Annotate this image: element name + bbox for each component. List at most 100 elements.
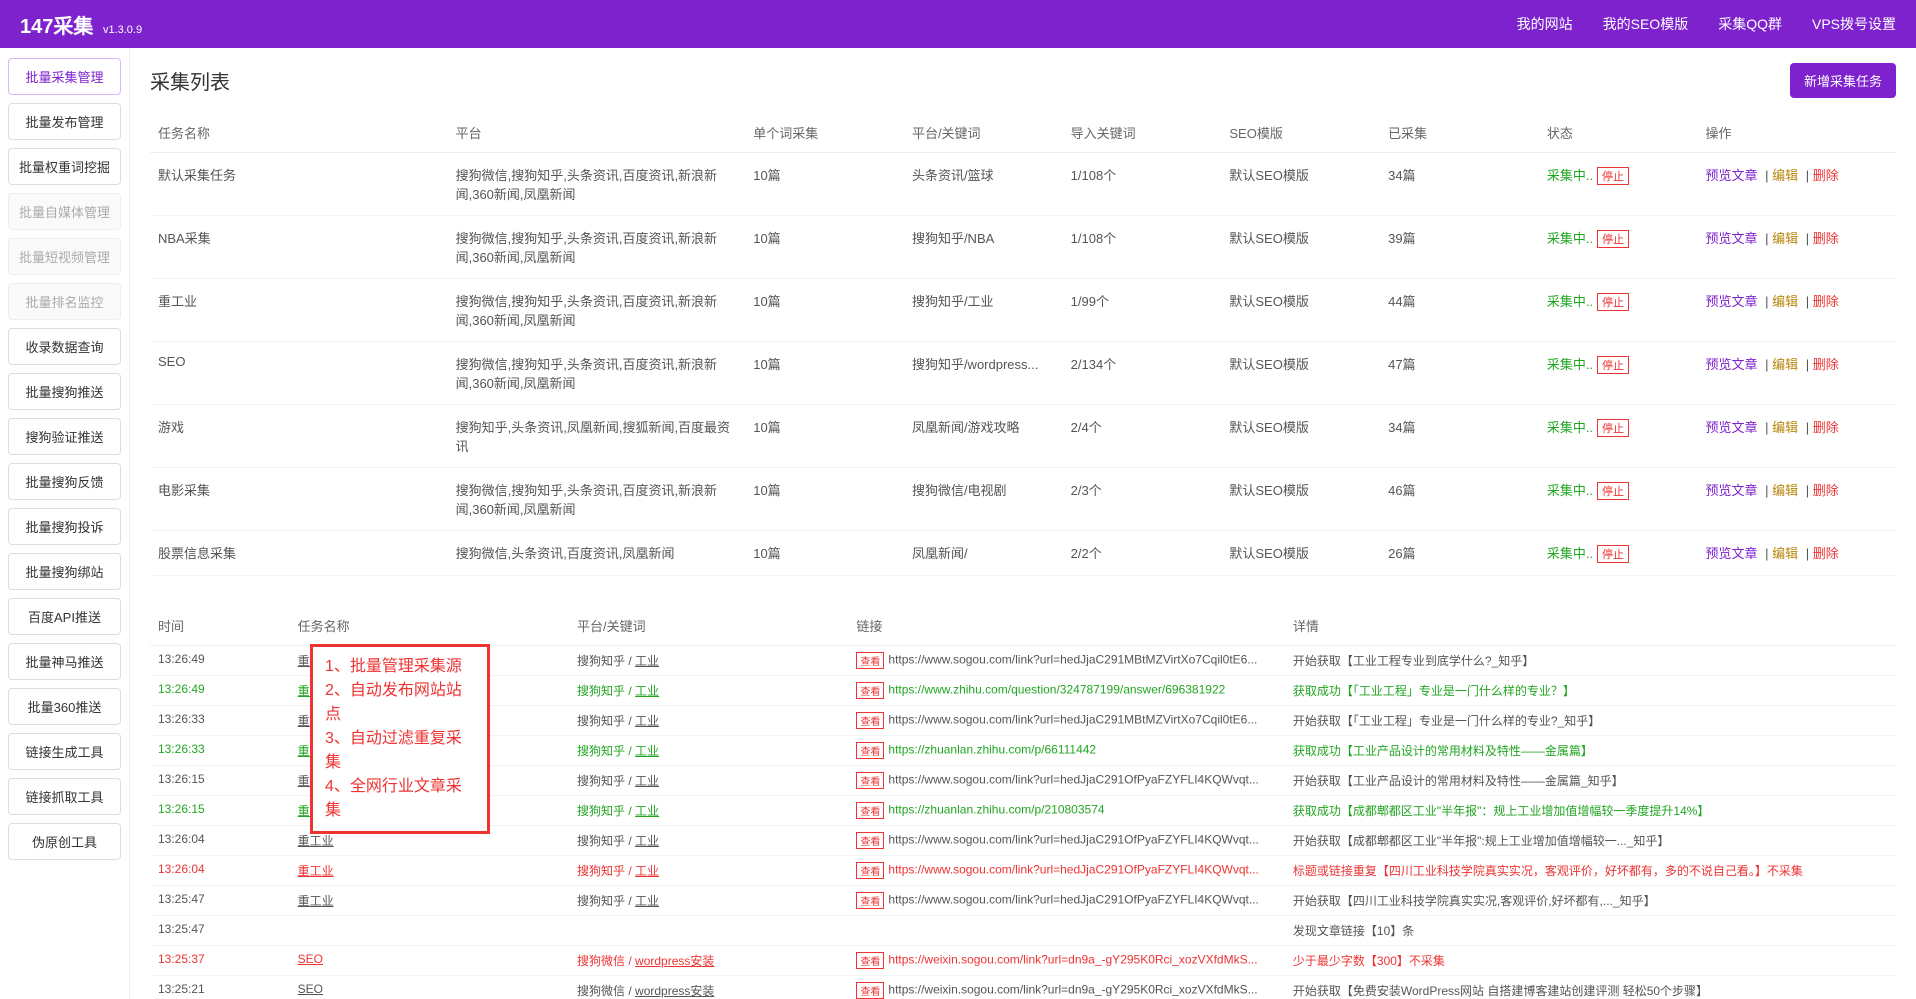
delete-link[interactable]: 删除 — [1813, 231, 1839, 246]
delete-link[interactable]: 删除 — [1813, 420, 1839, 435]
edit-link[interactable]: 编辑 — [1772, 546, 1798, 561]
log-platform-keyword: 搜狗知乎 / 工业 — [569, 826, 848, 856]
preview-link[interactable]: 预览文章 — [1706, 168, 1758, 183]
preview-link[interactable]: 预览文章 — [1706, 357, 1758, 372]
edit-link[interactable]: 编辑 — [1772, 231, 1798, 246]
log-link: 查看 https://www.sogou.com/link?url=hedJjaC… — [848, 826, 1285, 856]
task-keyword: 搜狗知乎/wordpress... — [904, 342, 1063, 405]
log-time: 13:26:04 — [150, 826, 290, 856]
log-link: 查看 https://www.sogou.com/link?url=hedJjaC… — [848, 886, 1285, 916]
preview-link[interactable]: 预览文章 — [1706, 546, 1758, 561]
delete-link[interactable]: 删除 — [1813, 294, 1839, 309]
log-url[interactable]: https://www.sogou.com/link?url=hedJjaC29… — [888, 833, 1259, 847]
view-badge[interactable]: 查看 — [856, 802, 884, 819]
task-import: 1/108个 — [1063, 216, 1222, 279]
view-badge[interactable]: 查看 — [856, 892, 884, 909]
stop-button[interactable]: 停止 — [1597, 293, 1629, 311]
log-row: 13:26:04重工业搜狗知乎 / 工业查看https://www.sogou.… — [150, 856, 1896, 886]
task-status: 采集中..停止 — [1539, 153, 1698, 216]
sidebar[interactable]: 批量采集管理批量发布管理批量权重词挖掘批量自媒体管理批量短视频管理批量排名监控收… — [0, 48, 130, 999]
log-link: 查看 https://www.sogou.com/link?url=hedJjaC… — [848, 766, 1285, 796]
annotation-line: 4、全网行业文章采集 — [325, 775, 475, 823]
nav-link-0[interactable]: 我的网站 — [1517, 14, 1573, 34]
log-url[interactable]: https://www.sogou.com/link?url=hedJjaC29… — [888, 863, 1259, 877]
sidebar-item-6[interactable]: 收录数据查询 — [8, 328, 121, 365]
log-detail: 开始获取【四川工业科技学院真实实况,客观评价,好坏都有,..._知乎】 — [1285, 886, 1896, 916]
log-link: 查看 https://weixin.sogou.com/link?url=dn9a… — [848, 946, 1285, 976]
log-task: 重工业 — [290, 886, 569, 916]
sidebar-item-16[interactable]: 链接抓取工具 — [8, 778, 121, 815]
new-task-button[interactable]: 新增采集任务 — [1790, 63, 1896, 98]
edit-link[interactable]: 编辑 — [1772, 294, 1798, 309]
log-link: 查看 https://weixin.sogou.com/link?url=dn9a… — [848, 976, 1285, 999]
edit-link[interactable]: 编辑 — [1772, 483, 1798, 498]
delete-link[interactable]: 删除 — [1813, 546, 1839, 561]
task-keyword: 搜狗微信/电视剧 — [904, 468, 1063, 531]
task-status: 采集中..停止 — [1539, 216, 1698, 279]
stop-button[interactable]: 停止 — [1597, 419, 1629, 437]
view-badge[interactable]: 查看 — [856, 682, 884, 699]
sidebar-item-10[interactable]: 批量搜狗投诉 — [8, 508, 121, 545]
log-detail: 少于最少字数【300】不采集 — [1285, 946, 1896, 976]
stop-button[interactable]: 停止 — [1597, 230, 1629, 248]
nav-link-3[interactable]: VPS拨号设置 — [1812, 14, 1896, 34]
sidebar-item-0[interactable]: 批量采集管理 — [8, 58, 121, 95]
nav-link-1[interactable]: 我的SEO模版 — [1603, 14, 1689, 34]
log-url[interactable]: https://weixin.sogou.com/link?url=dn9a_-… — [888, 983, 1257, 997]
task-platform: 搜狗微信,搜狗知乎,头条资讯,百度资讯,新浪新闻,360新闻,凤凰新闻 — [448, 342, 746, 405]
preview-link[interactable]: 预览文章 — [1706, 231, 1758, 246]
sidebar-item-9[interactable]: 批量搜狗反馈 — [8, 463, 121, 500]
preview-link[interactable]: 预览文章 — [1706, 483, 1758, 498]
view-badge[interactable]: 查看 — [856, 952, 884, 969]
sidebar-item-17[interactable]: 伪原创工具 — [8, 823, 121, 860]
log-detail: 获取成功【「工业工程」专业是一门什么样的专业？】 — [1285, 676, 1896, 706]
stop-button[interactable]: 停止 — [1597, 482, 1629, 500]
log-url[interactable]: https://www.sogou.com/link?url=hedJjaC29… — [888, 773, 1259, 787]
preview-link[interactable]: 预览文章 — [1706, 294, 1758, 309]
delete-link[interactable]: 删除 — [1813, 357, 1839, 372]
task-col-header: 任务名称 — [150, 113, 448, 153]
view-badge[interactable]: 查看 — [856, 742, 884, 759]
log-url[interactable]: https://zhuanlan.zhihu.com/p/210803574 — [888, 803, 1104, 817]
log-time: 13:26:33 — [150, 736, 290, 766]
view-badge[interactable]: 查看 — [856, 982, 884, 999]
log-url[interactable]: https://zhuanlan.zhihu.com/p/66111442 — [888, 743, 1096, 757]
log-url[interactable]: https://www.sogou.com/link?url=hedJjaC29… — [888, 713, 1257, 727]
stop-button[interactable]: 停止 — [1597, 356, 1629, 374]
edit-link[interactable]: 编辑 — [1772, 357, 1798, 372]
task-status: 采集中..停止 — [1539, 531, 1698, 576]
sidebar-item-7[interactable]: 批量搜狗推送 — [8, 373, 121, 410]
log-task: SEO — [290, 976, 569, 999]
log-url[interactable]: https://www.sogou.com/link?url=hedJjaC29… — [888, 893, 1259, 907]
log-detail: 开始获取【工业产品设计的常用材料及特性——金属篇_知乎】 — [1285, 766, 1896, 796]
edit-link[interactable]: 编辑 — [1772, 420, 1798, 435]
log-url[interactable]: https://weixin.sogou.com/link?url=dn9a_-… — [888, 953, 1257, 967]
view-badge[interactable]: 查看 — [856, 652, 884, 669]
sidebar-item-8[interactable]: 搜狗验证推送 — [8, 418, 121, 455]
annotation-line: 3、自动过滤重复采集 — [325, 727, 475, 775]
log-url[interactable]: https://www.sogou.com/link?url=hedJjaC29… — [888, 653, 1257, 667]
stop-button[interactable]: 停止 — [1597, 167, 1629, 185]
sidebar-item-12[interactable]: 百度API推送 — [8, 598, 121, 635]
preview-link[interactable]: 预览文章 — [1706, 420, 1758, 435]
nav-link-2[interactable]: 采集QQ群 — [1718, 14, 1782, 34]
task-actions: 预览文章 | 编辑 | 删除 — [1698, 216, 1896, 279]
sidebar-item-15[interactable]: 链接生成工具 — [8, 733, 121, 770]
stop-button[interactable]: 停止 — [1597, 545, 1629, 563]
sidebar-item-13[interactable]: 批量神马推送 — [8, 643, 121, 680]
view-badge[interactable]: 查看 — [856, 862, 884, 879]
delete-link[interactable]: 删除 — [1813, 168, 1839, 183]
sidebar-item-14[interactable]: 批量360推送 — [8, 688, 121, 725]
log-url[interactable]: https://www.zhihu.com/question/324787199… — [888, 683, 1225, 697]
task-import: 1/108个 — [1063, 153, 1222, 216]
log-time: 13:25:37 — [150, 946, 290, 976]
view-badge[interactable]: 查看 — [856, 712, 884, 729]
edit-link[interactable]: 编辑 — [1772, 168, 1798, 183]
task-row: 电影采集搜狗微信,搜狗知乎,头条资讯,百度资讯,新浪新闻,360新闻,凤凰新闻1… — [150, 468, 1896, 531]
sidebar-item-1[interactable]: 批量发布管理 — [8, 103, 121, 140]
view-badge[interactable]: 查看 — [856, 772, 884, 789]
view-badge[interactable]: 查看 — [856, 832, 884, 849]
sidebar-item-11[interactable]: 批量搜狗绑站 — [8, 553, 121, 590]
sidebar-item-2[interactable]: 批量权重词挖掘 — [8, 148, 121, 185]
delete-link[interactable]: 删除 — [1813, 483, 1839, 498]
